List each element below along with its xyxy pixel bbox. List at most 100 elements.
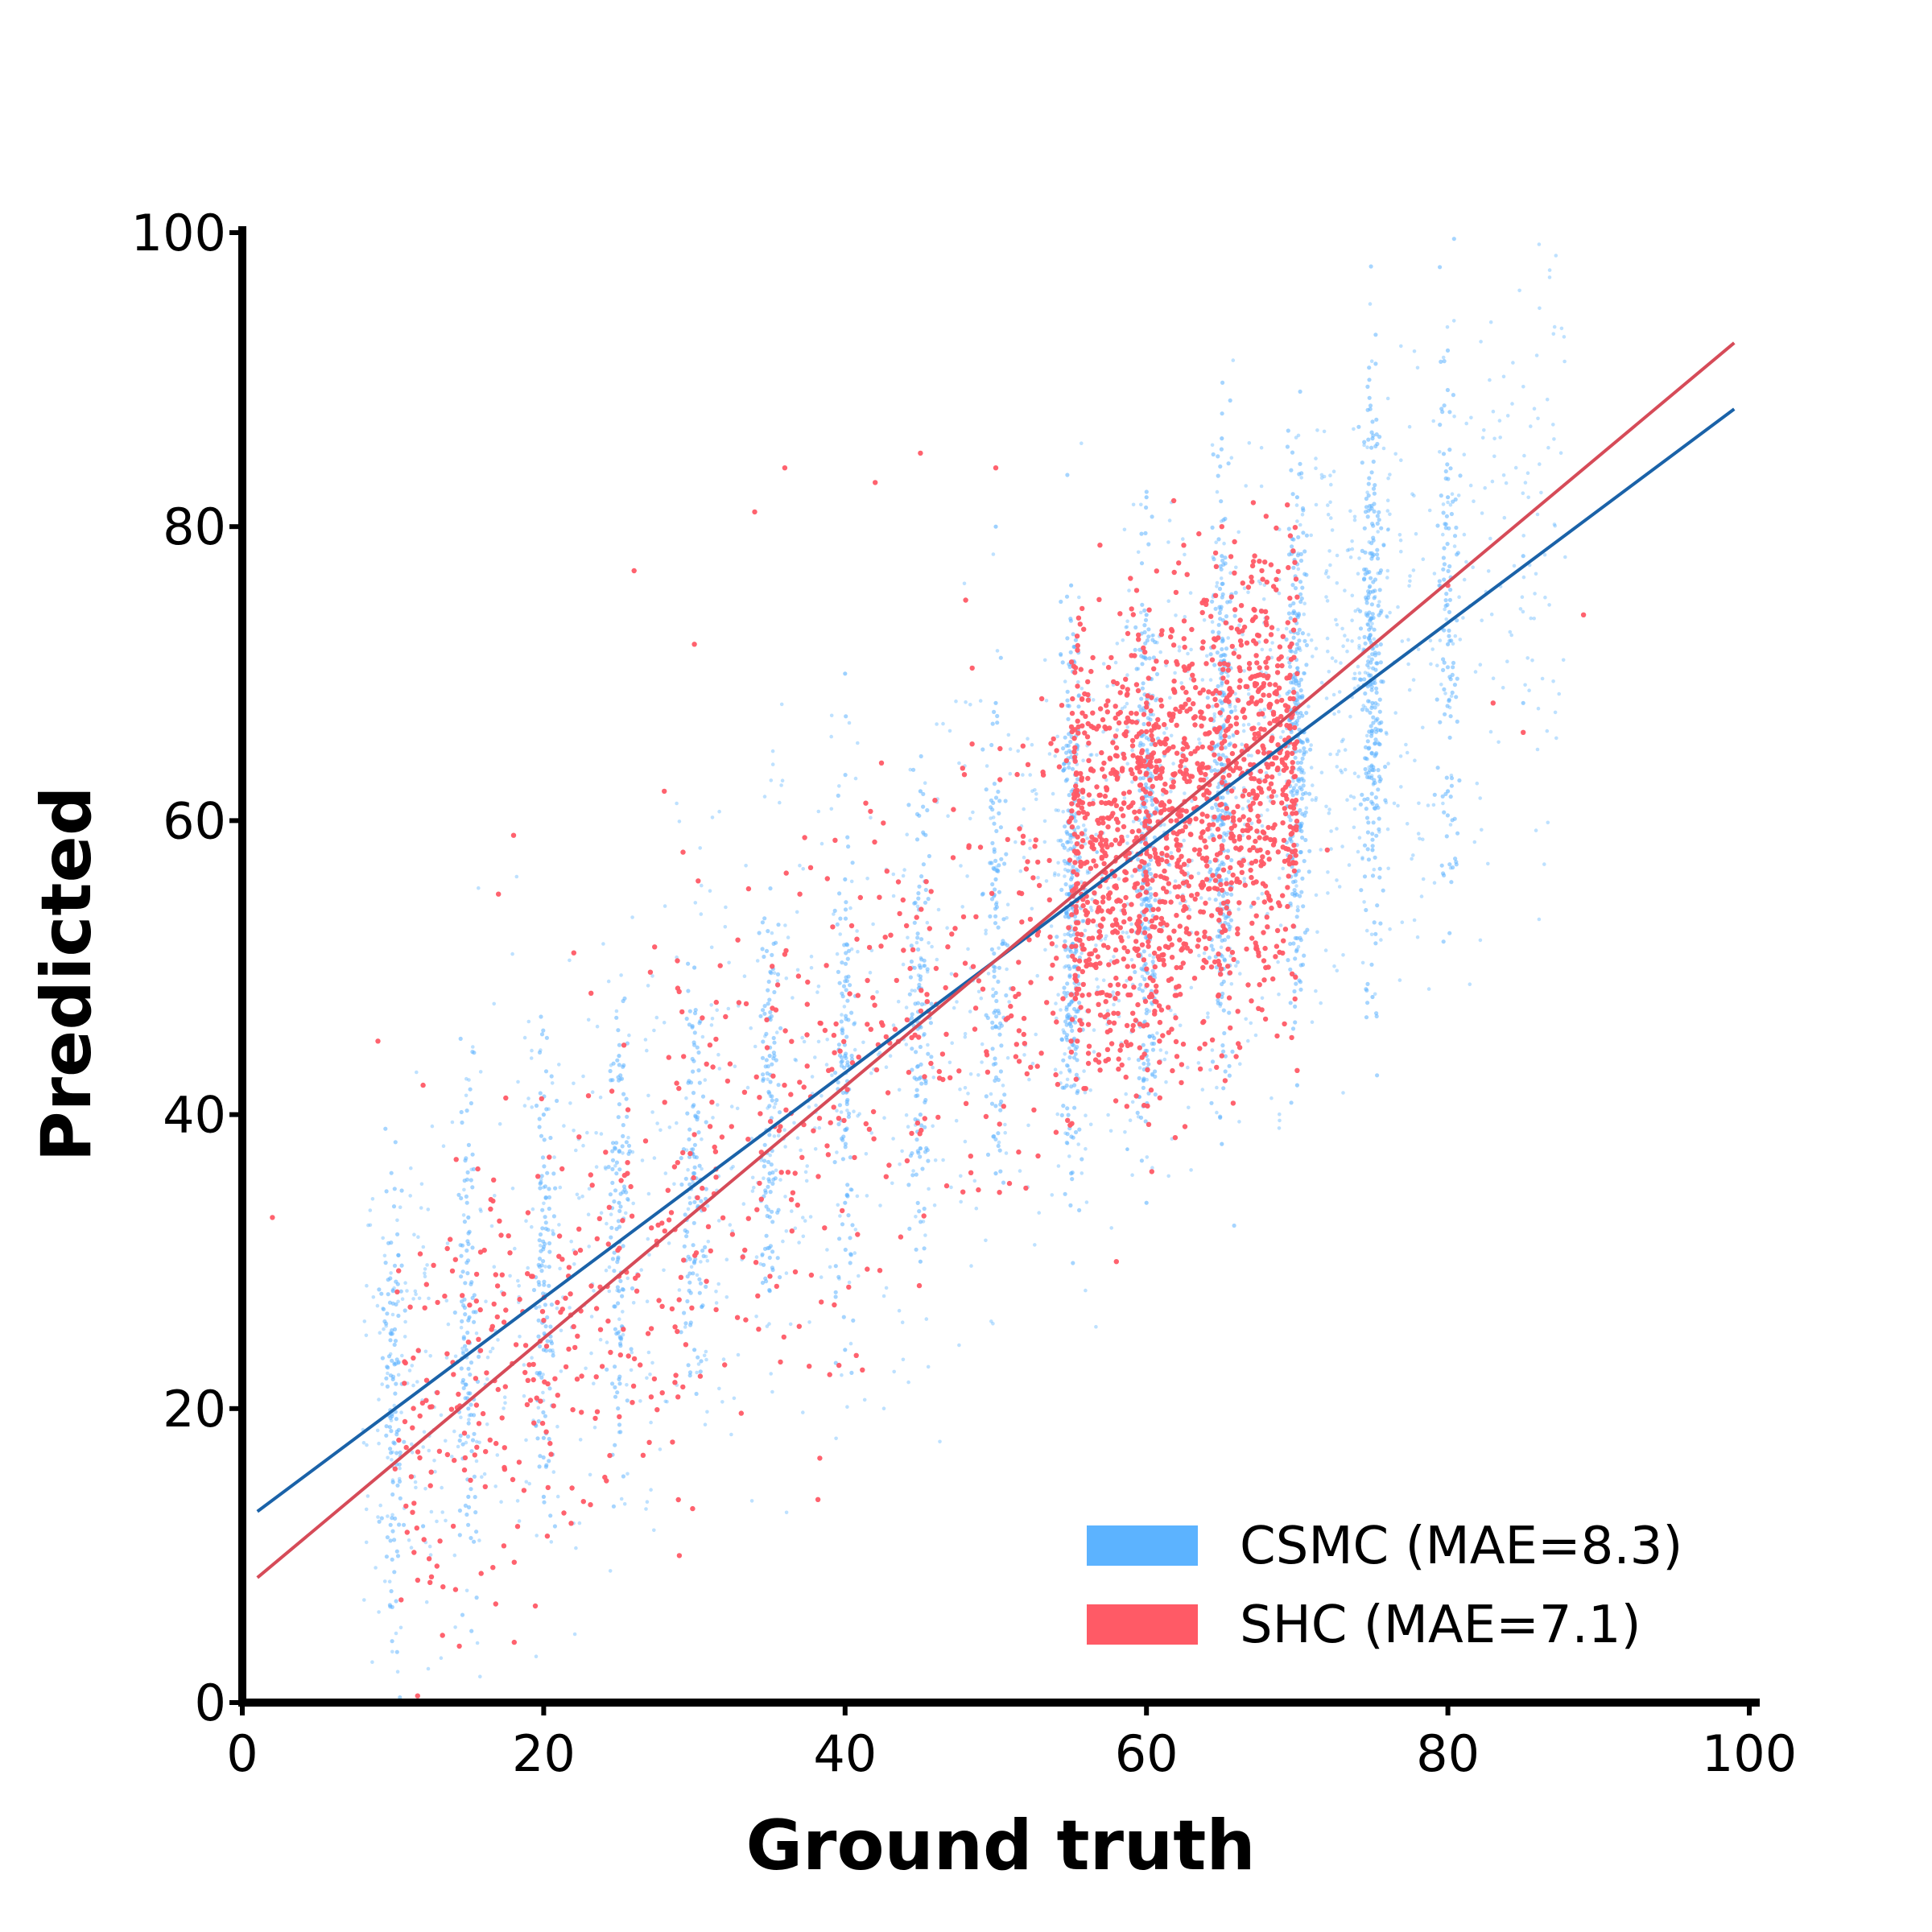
csmc-point [754, 1255, 759, 1259]
csmc-point [465, 1434, 471, 1439]
shc-point [1285, 620, 1291, 625]
csmc-point [840, 960, 844, 965]
csmc-point [1314, 456, 1318, 460]
csmc-point [1337, 885, 1342, 889]
shc-point [1183, 757, 1189, 762]
csmc-point [1151, 655, 1156, 660]
csmc-point [1368, 616, 1373, 621]
csmc-point [1139, 897, 1144, 902]
shc-point [1168, 818, 1174, 824]
csmc-point [1042, 658, 1047, 663]
csmc-point [575, 1192, 580, 1197]
csmc-point [1288, 1001, 1293, 1005]
csmc-point [1373, 795, 1378, 800]
csmc-point [1070, 1042, 1075, 1047]
csmc-point [625, 1383, 629, 1387]
csmc-point [395, 1554, 401, 1558]
csmc-point [1129, 922, 1133, 927]
shc-point [1216, 993, 1221, 999]
csmc-point [1374, 803, 1379, 808]
csmc-point [1067, 1046, 1071, 1051]
csmc-point [1453, 634, 1458, 638]
csmc-point [918, 1154, 923, 1159]
csmc-point [1146, 542, 1151, 547]
csmc-point [1068, 884, 1072, 889]
csmc-point [925, 969, 930, 974]
csmc-point [655, 1121, 659, 1125]
csmc-point [1362, 900, 1366, 904]
shc-point [1180, 753, 1186, 759]
csmc-point [1366, 820, 1371, 825]
shc-point [1269, 774, 1275, 780]
csmc-point [692, 1348, 697, 1352]
csmc-point [1314, 466, 1318, 470]
csmc-point [840, 1030, 845, 1035]
csmc-point [1198, 741, 1202, 745]
csmc-point [1376, 768, 1381, 773]
csmc-point [838, 932, 842, 936]
csmc-point [626, 1143, 632, 1148]
csmc-point [1295, 631, 1300, 636]
csmc-point [910, 1151, 914, 1156]
csmc-point [645, 1500, 650, 1504]
csmc-point [1242, 669, 1246, 673]
csmc-point [1295, 553, 1300, 558]
csmc-point [768, 1009, 773, 1015]
csmc-point [941, 1158, 945, 1162]
csmc-point [543, 1464, 549, 1469]
shc-point [1128, 1042, 1134, 1047]
csmc-point [1141, 1042, 1146, 1047]
csmc-point [1311, 654, 1315, 658]
csmc-point [696, 1068, 701, 1073]
csmc-point [517, 1519, 522, 1523]
csmc-point [901, 1357, 906, 1362]
csmc-point [1552, 324, 1557, 329]
csmc-point [763, 1064, 768, 1069]
csmc-point [1376, 787, 1381, 792]
csmc-point [547, 1206, 551, 1212]
csmc-point [609, 1225, 614, 1230]
csmc-point [1372, 778, 1377, 782]
csmc-point [687, 1373, 692, 1378]
csmc-point [536, 1406, 541, 1410]
csmc-point [610, 1166, 615, 1171]
csmc-point [1141, 1085, 1146, 1090]
csmc-point [393, 1140, 398, 1145]
csmc-point [1076, 694, 1080, 698]
csmc-point [1439, 863, 1444, 868]
csmc-point [980, 892, 985, 897]
csmc-point [926, 1364, 931, 1369]
csmc-point [1080, 880, 1084, 884]
csmc-point [688, 1290, 693, 1295]
csmc-point [1372, 920, 1377, 925]
csmc-point [772, 1053, 777, 1059]
csmc-point [835, 952, 840, 956]
csmc-point [850, 1187, 854, 1192]
csmc-point [766, 1077, 770, 1082]
csmc-point [466, 1366, 471, 1371]
csmc-point [1183, 614, 1187, 619]
csmc-point [1441, 555, 1446, 560]
csmc-point [907, 992, 912, 997]
csmc-point [690, 1056, 695, 1062]
csmc-point [462, 1187, 466, 1192]
csmc-point [833, 1294, 838, 1299]
csmc-point [1056, 808, 1060, 813]
csmc-point [1294, 681, 1298, 686]
csmc-point [1385, 396, 1390, 401]
csmc-point [997, 1026, 1001, 1030]
csmc-point [1212, 768, 1217, 773]
csmc-point [1438, 265, 1443, 270]
csmc-point [617, 1042, 622, 1047]
csmc-point [1310, 1020, 1315, 1024]
csmc-point [419, 1182, 424, 1187]
csmc-point [381, 1307, 385, 1311]
csmc-point [1233, 647, 1237, 652]
csmc-point [1174, 613, 1178, 617]
csmc-point [683, 1176, 688, 1181]
csmc-point [922, 1032, 927, 1037]
csmc-point [1366, 746, 1371, 751]
csmc-point [1379, 720, 1384, 725]
csmc-point [1182, 838, 1186, 843]
shc-point [1276, 685, 1282, 691]
